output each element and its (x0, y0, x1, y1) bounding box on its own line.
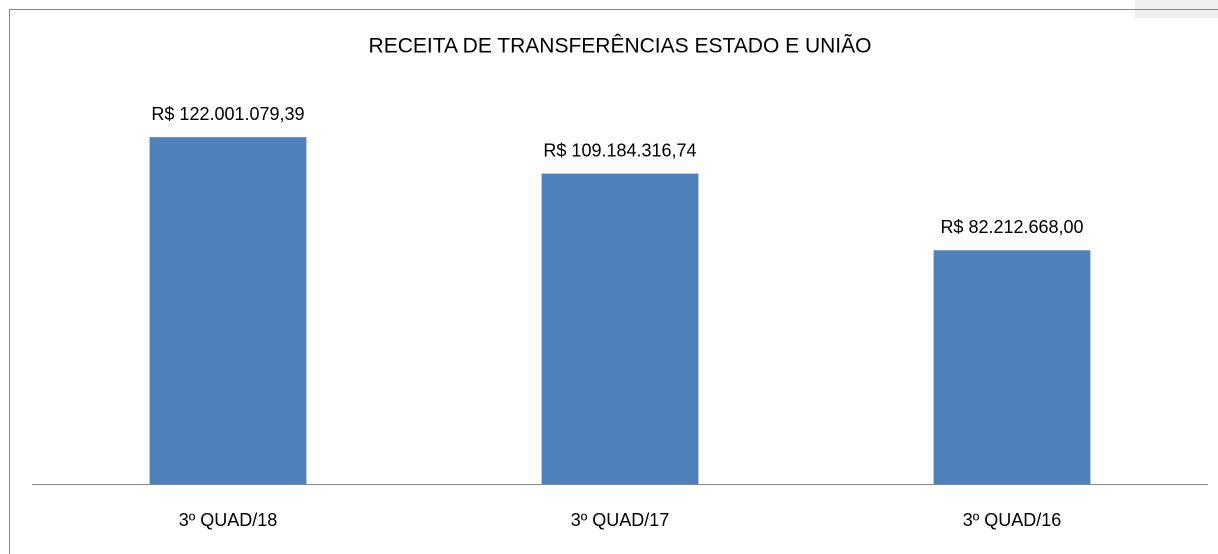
data-label: R$ 109.184.316,74 (543, 140, 696, 160)
bar (933, 250, 1091, 484)
bar (541, 173, 699, 484)
data-label: R$ 122.001.079,39 (151, 104, 304, 124)
chart-frame (9, 9, 1218, 554)
x-tick-label: 3º QUAD/16 (963, 510, 1062, 530)
bar (149, 137, 307, 484)
x-tick-label: 3º QUAD/17 (571, 510, 670, 530)
x-tick-label: 3º QUAD/18 (179, 510, 278, 530)
chart-title: RECEITA DE TRANSFERÊNCIAS ESTADO E UNIÃO (369, 34, 872, 58)
data-label: R$ 82.212.668,00 (940, 217, 1083, 237)
